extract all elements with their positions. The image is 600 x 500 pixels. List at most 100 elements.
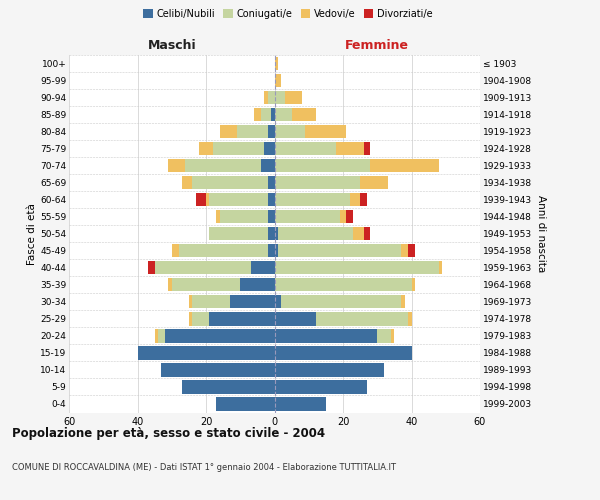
- Bar: [370, 159, 439, 172]
- Bar: [281, 295, 401, 308]
- Bar: [155, 330, 158, 342]
- Bar: [278, 227, 353, 240]
- Bar: [275, 176, 360, 190]
- Text: Maschi: Maschi: [148, 40, 196, 52]
- Bar: [268, 193, 275, 206]
- Bar: [237, 125, 268, 138]
- Bar: [401, 244, 408, 258]
- Bar: [158, 330, 165, 342]
- Bar: [401, 295, 404, 308]
- Y-axis label: Anni di nascita: Anni di nascita: [536, 195, 546, 272]
- Bar: [275, 227, 278, 240]
- Bar: [161, 364, 275, 376]
- Bar: [268, 125, 275, 138]
- Bar: [305, 125, 346, 138]
- Bar: [275, 261, 439, 274]
- Bar: [360, 176, 388, 190]
- Bar: [230, 295, 275, 308]
- Bar: [271, 108, 275, 121]
- Bar: [199, 142, 213, 156]
- Bar: [240, 278, 275, 291]
- Bar: [353, 227, 364, 240]
- Bar: [268, 176, 275, 190]
- Bar: [275, 74, 281, 87]
- Bar: [268, 210, 275, 224]
- Text: Femmine: Femmine: [345, 40, 409, 52]
- Bar: [268, 244, 275, 258]
- Bar: [275, 244, 278, 258]
- Bar: [251, 261, 275, 274]
- Bar: [209, 312, 275, 326]
- Bar: [408, 244, 415, 258]
- Bar: [377, 330, 391, 342]
- Bar: [209, 193, 268, 206]
- Bar: [261, 108, 271, 121]
- Bar: [285, 91, 302, 104]
- Bar: [192, 176, 268, 190]
- Bar: [336, 142, 364, 156]
- Bar: [189, 312, 193, 326]
- Bar: [179, 244, 268, 258]
- Bar: [275, 380, 367, 394]
- Bar: [172, 244, 179, 258]
- Text: COMUNE DI ROCCAVALDINA (ME) - Dati ISTAT 1° gennaio 2004 - Elaborazione TUTTITAL: COMUNE DI ROCCAVALDINA (ME) - Dati ISTAT…: [12, 462, 396, 471]
- Bar: [275, 210, 340, 224]
- Bar: [275, 57, 278, 70]
- Bar: [172, 278, 240, 291]
- Bar: [148, 261, 155, 274]
- Bar: [275, 125, 305, 138]
- Bar: [275, 295, 281, 308]
- Bar: [209, 227, 268, 240]
- Bar: [268, 227, 275, 240]
- Bar: [439, 261, 442, 274]
- Bar: [275, 142, 336, 156]
- Bar: [268, 91, 275, 104]
- Bar: [346, 210, 353, 224]
- Bar: [275, 346, 412, 360]
- Bar: [254, 108, 261, 121]
- Bar: [350, 193, 360, 206]
- Bar: [364, 227, 370, 240]
- Bar: [213, 142, 264, 156]
- Bar: [155, 261, 251, 274]
- Bar: [169, 159, 185, 172]
- Bar: [391, 330, 394, 342]
- Bar: [185, 159, 261, 172]
- Bar: [206, 193, 209, 206]
- Bar: [196, 193, 206, 206]
- Bar: [408, 312, 412, 326]
- Bar: [364, 142, 370, 156]
- Bar: [216, 210, 220, 224]
- Y-axis label: Fasce di età: Fasce di età: [27, 203, 37, 264]
- Bar: [193, 295, 230, 308]
- Bar: [275, 91, 285, 104]
- Bar: [275, 330, 377, 342]
- Bar: [275, 364, 384, 376]
- Bar: [182, 380, 275, 394]
- Bar: [316, 312, 408, 326]
- Legend: Celibi/Nubili, Coniugati/e, Vedovi/e, Divorziati/e: Celibi/Nubili, Coniugati/e, Vedovi/e, Di…: [139, 5, 437, 22]
- Bar: [264, 91, 268, 104]
- Bar: [292, 108, 316, 121]
- Bar: [137, 346, 275, 360]
- Bar: [189, 295, 193, 308]
- Bar: [360, 193, 367, 206]
- Bar: [275, 312, 316, 326]
- Bar: [340, 210, 346, 224]
- Bar: [216, 398, 275, 410]
- Bar: [220, 125, 237, 138]
- Bar: [220, 210, 268, 224]
- Bar: [275, 398, 326, 410]
- Bar: [278, 244, 401, 258]
- Bar: [169, 278, 172, 291]
- Bar: [261, 159, 275, 172]
- Bar: [275, 193, 350, 206]
- Bar: [182, 176, 193, 190]
- Text: Popolazione per età, sesso e stato civile - 2004: Popolazione per età, sesso e stato civil…: [12, 428, 325, 440]
- Bar: [412, 278, 415, 291]
- Bar: [275, 159, 370, 172]
- Bar: [275, 108, 292, 121]
- Bar: [193, 312, 209, 326]
- Bar: [165, 330, 275, 342]
- Bar: [264, 142, 275, 156]
